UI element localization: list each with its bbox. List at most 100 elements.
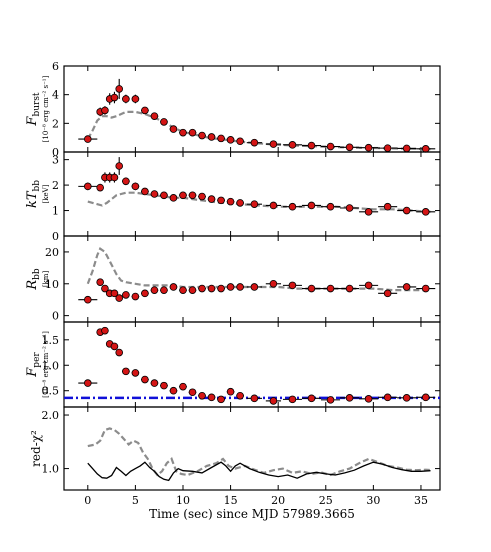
data-point xyxy=(198,392,206,400)
ytick-label-fper: 1.0 xyxy=(42,359,60,372)
data-point xyxy=(83,182,92,191)
ytick-label-redchi2: 1.0 xyxy=(42,463,60,476)
data-point xyxy=(207,284,216,293)
ylabel-text-fper: Fper xyxy=(25,352,42,378)
data-point xyxy=(169,194,178,202)
ytick-label-ktbb: 3 xyxy=(52,154,59,167)
data-point xyxy=(115,294,124,302)
data-point xyxy=(250,138,259,147)
ylabel-text-ktbb: kTbb xyxy=(25,180,42,208)
data-point xyxy=(217,284,225,293)
ytick-label-rbb: 20 xyxy=(45,246,59,259)
data-point xyxy=(421,284,430,293)
data-point xyxy=(122,367,130,376)
data-point xyxy=(131,95,140,103)
data-point xyxy=(110,342,119,351)
data-point xyxy=(150,112,159,120)
data-point xyxy=(96,278,104,286)
data-point xyxy=(307,201,316,210)
data-point xyxy=(226,197,235,206)
ytick-label-fburst: 4 xyxy=(52,89,59,102)
data-point xyxy=(110,289,119,298)
data-point xyxy=(198,284,206,293)
data-point xyxy=(345,394,354,402)
ytick-label-ktbb: 0 xyxy=(52,230,59,243)
data-point xyxy=(198,192,206,201)
data-point xyxy=(307,141,316,150)
xtick-label: 15 xyxy=(224,494,238,507)
data-point xyxy=(160,118,168,126)
data-point xyxy=(236,283,244,291)
data-point xyxy=(179,191,187,200)
data-point xyxy=(364,395,373,403)
data-point xyxy=(188,128,197,137)
ylabel-text-rbb: Rbb xyxy=(25,268,42,291)
xtick-label: 10 xyxy=(176,494,190,507)
data-point xyxy=(198,131,206,140)
data-point xyxy=(269,397,278,405)
data-point xyxy=(169,283,178,291)
data-point xyxy=(236,392,244,400)
ytick-label-rbb: 10 xyxy=(45,278,59,291)
data-point xyxy=(207,393,216,402)
data-point xyxy=(250,283,259,291)
solid-line-redchi2 xyxy=(87,461,431,482)
data-point xyxy=(226,283,235,291)
data-point xyxy=(364,208,373,216)
data-point xyxy=(250,394,259,403)
data-point xyxy=(250,200,259,208)
data-point xyxy=(402,144,411,153)
data-point xyxy=(236,137,244,146)
data-point xyxy=(288,141,297,149)
ytick-label-fper: 1.5 xyxy=(42,334,60,347)
xtick-label: 30 xyxy=(366,494,380,507)
data-point xyxy=(345,284,354,293)
data-point xyxy=(207,133,216,141)
data-point xyxy=(115,85,124,93)
data-point xyxy=(326,202,335,211)
data-point xyxy=(421,145,430,153)
panel-frame-fper xyxy=(63,321,441,408)
panel-frame-fburst xyxy=(63,65,441,153)
data-point xyxy=(160,381,168,390)
data-point xyxy=(236,199,244,207)
data-point xyxy=(217,196,225,205)
data-point xyxy=(402,283,411,291)
ytick-label-ktbb: 1 xyxy=(52,205,59,218)
data-point xyxy=(179,382,187,391)
data-point xyxy=(307,284,316,293)
data-point xyxy=(288,395,297,404)
data-point xyxy=(364,143,373,152)
x-axis-label: Time (sec) since MJD 57989.3665 xyxy=(149,507,355,521)
data-point xyxy=(383,289,392,298)
data-point xyxy=(83,295,92,304)
ylabel-unit-fburst: [10⁻⁸ erg cm⁻² s⁻¹] xyxy=(42,75,50,142)
ylabel-redchi2: red-χ² xyxy=(29,430,43,467)
data-point xyxy=(402,394,411,402)
data-point xyxy=(122,95,130,103)
data-point xyxy=(226,136,235,144)
data-point xyxy=(188,191,197,200)
ylabel-unit-ktbb: [keV] xyxy=(42,184,50,203)
data-point xyxy=(288,202,297,211)
data-point xyxy=(122,177,130,186)
data-point xyxy=(96,183,104,192)
ylabel-text-redchi2: red-χ² xyxy=(29,430,43,467)
data-point xyxy=(150,379,159,387)
data-point xyxy=(179,128,187,137)
data-point xyxy=(101,284,109,293)
ytick-label-fburst: 6 xyxy=(52,60,59,73)
data-point xyxy=(269,279,278,288)
data-point xyxy=(207,195,216,203)
ytick-label-ktbb: 2 xyxy=(52,179,59,192)
xtick-label: 35 xyxy=(414,494,428,507)
data-point xyxy=(110,173,119,182)
data-point xyxy=(101,106,109,115)
data-point xyxy=(364,281,373,290)
data-point xyxy=(269,140,278,148)
data-point xyxy=(326,142,335,151)
data-point xyxy=(115,162,124,170)
data-point xyxy=(421,393,430,402)
dashed-line-rbb xyxy=(86,247,431,292)
